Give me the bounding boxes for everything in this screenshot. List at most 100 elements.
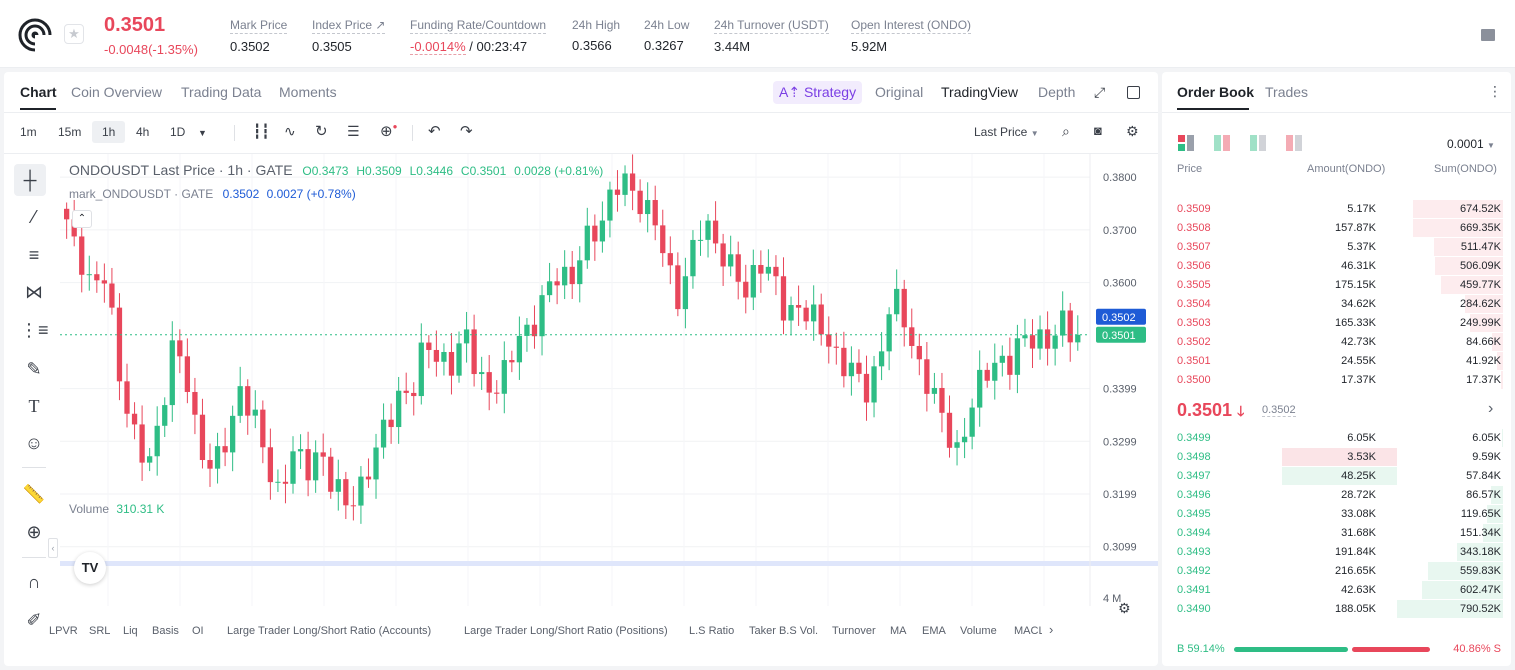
indicator-ls-ratio[interactable]: L.S Ratio — [689, 625, 735, 637]
pencil-lock-icon[interactable]: ✐ — [26, 610, 42, 630]
magnet-icon[interactable]: ∩ — [27, 572, 41, 592]
indicator-ema[interactable]: EMA — [922, 625, 946, 637]
bid-row[interactable]: 0.3498 3.53K 9.59K — [1177, 448, 1503, 467]
indicator-ls-accounts[interactable]: Large Trader Long/Short Ratio (Accounts) — [227, 625, 432, 637]
stat-mark-price[interactable]: Mark Price 0.3502 — [230, 18, 288, 54]
tab-trades[interactable]: Trades — [1265, 84, 1309, 100]
interval-1d[interactable]: 1D — [170, 125, 186, 139]
horizontal-lines-icon[interactable]: ≡ — [28, 245, 40, 265]
indicators-icon[interactable]: ∿ — [284, 123, 296, 139]
bid-row[interactable]: 0.3492 216.65K 559.83K — [1177, 562, 1503, 581]
indicator-turnover[interactable]: Turnover — [832, 625, 876, 637]
price-type-select[interactable]: Last Price ▼ — [974, 125, 1039, 139]
stat-24h-turnover[interactable]: 24h Turnover (USDT) 3.44M — [714, 18, 829, 54]
ruler-icon[interactable]: 📏 — [22, 484, 46, 504]
interval-4h[interactable]: 4h — [136, 125, 150, 139]
candle-body — [516, 335, 523, 363]
redo-icon[interactable]: ↷ — [460, 123, 473, 140]
template-icon[interactable]: ☰ — [347, 123, 360, 139]
layout-both-icon[interactable] — [1178, 135, 1194, 151]
text-tool-icon[interactable]: T — [28, 396, 40, 416]
ask-amount: 5.37K — [1347, 241, 1376, 253]
refresh-icon[interactable]: ↻ — [315, 123, 328, 140]
ask-row[interactable]: 0.3506 46.31K 506.09K — [1177, 257, 1503, 276]
document-icon[interactable] — [1481, 29, 1495, 41]
price-chart[interactable]: 0.3800 0.3700 0.3600 0.3399 0.3299 0.3199 0.30… — [60, 154, 1158, 606]
tab-trading-data[interactable]: Trading Data — [181, 84, 262, 100]
collapse-legend-icon[interactable]: ⌃ — [72, 210, 92, 228]
ask-row[interactable]: 0.3500 17.37K 17.37K — [1177, 371, 1503, 390]
bid-row[interactable]: 0.3491 42.63K 602.47K — [1177, 581, 1503, 600]
search-icon[interactable]: ⌕ — [1062, 123, 1070, 139]
add-indicator-icon[interactable]: ⊕● — [380, 122, 398, 140]
interval-1h[interactable]: 1h — [92, 121, 126, 143]
brush-icon[interactable]: ✎ — [26, 359, 42, 379]
indicator-ls-positions[interactable]: Large Trader Long/Short Ratio (Positions… — [464, 625, 668, 637]
undo-icon[interactable]: ↶ — [428, 123, 441, 140]
window-icon[interactable] — [1127, 86, 1140, 99]
interval-dropdown-icon[interactable]: ▼ — [198, 128, 207, 138]
indicator-volume[interactable]: Volume — [960, 625, 997, 637]
tab-original[interactable]: Original — [875, 84, 924, 100]
fib-icon[interactable]: ⋮≡ — [20, 320, 49, 340]
layout-buy-only-icon[interactable] — [1250, 135, 1266, 151]
bid-row[interactable]: 0.3495 33.08K 119.65K — [1177, 505, 1503, 524]
price-change: -0.0048(-1.35%) — [104, 42, 198, 57]
ask-row[interactable]: 0.3502 42.73K 84.66K — [1177, 333, 1503, 352]
bid-row[interactable]: 0.3490 188.05K 790.52K — [1177, 600, 1503, 619]
ask-row[interactable]: 0.3501 24.55K 41.92K — [1177, 352, 1503, 371]
bid-row[interactable]: 0.3493 191.84K 343.18K — [1177, 543, 1503, 562]
layout-sell-only-icon[interactable] — [1286, 135, 1302, 151]
settings-gear-icon[interactable]: ⚙ — [1126, 123, 1139, 139]
tradingview-logo-icon[interactable]: TV — [74, 552, 106, 584]
stat-index-price[interactable]: Index Price ↗ 0.3505 — [312, 18, 386, 54]
indicator-ma[interactable]: MA — [890, 625, 907, 637]
scroll-right-icon[interactable]: › — [1049, 622, 1054, 637]
ask-row[interactable]: 0.3503 165.33K 249.99K — [1177, 314, 1503, 333]
indicator-lpvr[interactable]: LPVR — [49, 625, 78, 637]
ask-row[interactable]: 0.3505 175.15K 459.77K — [1177, 276, 1503, 295]
emoji-icon[interactable]: ☺ — [24, 433, 44, 453]
fullscreen-icon[interactable]: ⤢ — [1094, 84, 1106, 100]
tab-depth[interactable]: Depth — [1038, 84, 1076, 100]
bid-row[interactable]: 0.3496 28.72K 86.57K — [1177, 486, 1503, 505]
chart-settings-icon[interactable]: ⚙ — [1118, 600, 1131, 616]
interval-1m[interactable]: 1m — [20, 125, 37, 139]
stat-funding-rate[interactable]: Funding Rate/Countdown -0.0014% / 00:23:… — [410, 18, 547, 55]
tab-moments[interactable]: Moments — [279, 84, 337, 100]
pattern-icon[interactable]: ⋈ — [25, 282, 43, 302]
trendline-icon[interactable]: ⁄ — [32, 207, 36, 227]
ask-row[interactable]: 0.3507 5.37K 511.47K — [1177, 238, 1503, 257]
favorite-star-icon[interactable]: ★ — [64, 24, 84, 44]
ask-row[interactable]: 0.3504 34.62K 284.62K — [1177, 295, 1503, 314]
candle-body — [916, 345, 922, 360]
indicator-taker-vol[interactable]: Taker B.S Vol. — [749, 625, 819, 637]
indicator-liq[interactable]: Liq — [123, 625, 138, 637]
tab-tradingview[interactable]: TradingView — [941, 84, 1019, 100]
indicator-basis[interactable]: Basis — [152, 625, 179, 637]
camera-icon[interactable]: ◙ — [1094, 123, 1102, 138]
strategy-button[interactable]: A⇡ Strategy — [773, 81, 863, 104]
tab-coin-overview[interactable]: Coin Overview — [71, 84, 163, 100]
candle-body — [592, 225, 598, 242]
more-menu-icon[interactable]: ⋮ — [1488, 83, 1502, 99]
bid-row[interactable]: 0.3497 48.25K 57.84K — [1177, 467, 1503, 486]
chevron-right-icon[interactable]: › — [1488, 400, 1494, 417]
candle-type-icon[interactable]: ┇┇ — [253, 123, 270, 139]
zoom-in-icon[interactable]: ⊕ — [26, 522, 42, 542]
interval-15m[interactable]: 15m — [58, 125, 82, 139]
ask-row[interactable]: 0.3508 157.87K 669.35K — [1177, 219, 1503, 238]
tab-order-book[interactable]: Order Book — [1177, 84, 1255, 100]
tab-chart[interactable]: Chart — [20, 84, 57, 100]
ask-row[interactable]: 0.3509 5.17K 674.52K — [1177, 200, 1503, 219]
indicator-oi[interactable]: OI — [192, 625, 204, 637]
layout-bids-icon[interactable] — [1214, 135, 1230, 151]
indicator-macd[interactable]: MACL — [1014, 625, 1042, 637]
expand-left-icon[interactable]: ‹ — [48, 538, 58, 558]
indicator-srl[interactable]: SRL — [89, 625, 111, 637]
precision-select[interactable]: 0.0001 ▼ — [1447, 137, 1495, 151]
bid-row[interactable]: 0.3499 6.05K 6.05K — [1177, 429, 1503, 448]
crosshair-icon[interactable]: ┼ — [14, 164, 46, 196]
bid-row[interactable]: 0.3494 31.68K 151.34K — [1177, 524, 1503, 543]
stat-open-interest[interactable]: Open Interest (ONDO) 5.92M — [851, 18, 972, 54]
